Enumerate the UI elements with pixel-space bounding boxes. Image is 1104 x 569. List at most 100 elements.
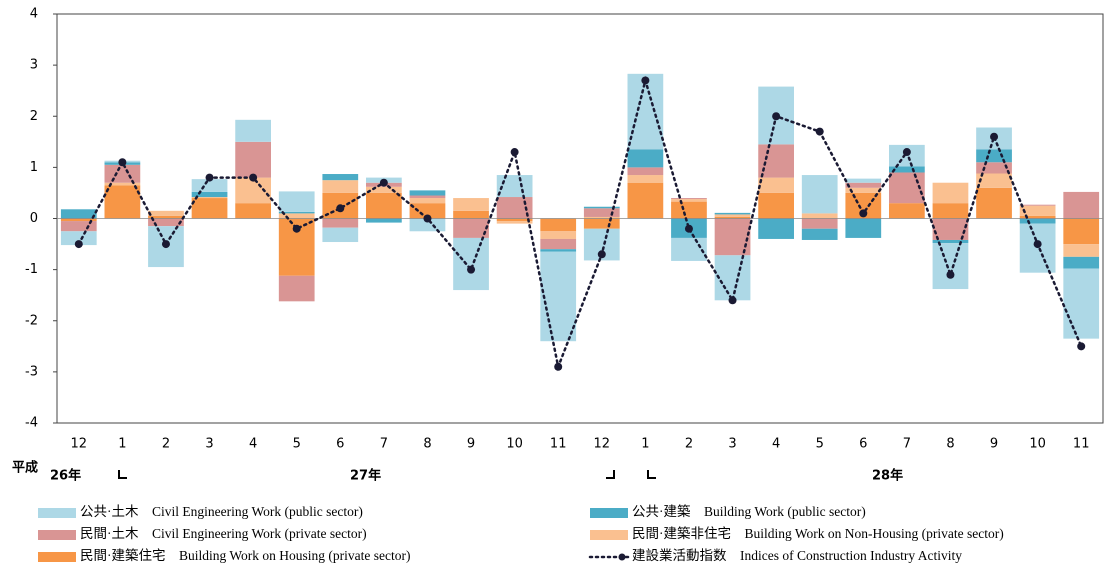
y-tick-label: 4	[30, 7, 38, 22]
x-tick-label: 2	[685, 437, 693, 452]
bar-segment	[191, 197, 228, 199]
bar-segment	[60, 218, 97, 222]
bar-segment	[235, 119, 271, 142]
x-tick-label: 2	[162, 437, 170, 452]
x-tick-label: 4	[772, 437, 780, 452]
year-label: 28年	[872, 468, 903, 484]
index-marker	[597, 250, 606, 259]
bar-segment	[932, 239, 969, 244]
bar-segment	[583, 218, 620, 229]
bar-segment	[714, 216, 751, 219]
index-line	[77, 75, 1083, 372]
bar-segment	[409, 198, 446, 204]
index-marker	[1077, 342, 1086, 351]
bar-segment	[627, 175, 664, 183]
y-tick-label: 0	[30, 211, 38, 226]
bar-segment	[932, 182, 969, 204]
index-marker	[728, 296, 737, 305]
bar-segment	[540, 231, 577, 239]
index-marker	[772, 112, 781, 121]
index-marker	[292, 224, 301, 233]
bar-segment	[60, 209, 97, 219]
legend-swatch	[590, 508, 628, 518]
legend-marker	[618, 553, 626, 561]
index-marker	[684, 224, 693, 233]
bar-segment	[322, 174, 359, 181]
x-tick-label: 6	[859, 437, 867, 452]
bar-segment	[758, 144, 794, 178]
bar-segment	[278, 191, 315, 212]
index-marker	[554, 362, 563, 371]
x-tick-label: 10	[506, 437, 523, 452]
bar-segment	[409, 190, 446, 196]
bar-segment	[1019, 218, 1056, 224]
era-label: 平成	[12, 460, 38, 476]
y-tick-label: -2	[25, 313, 38, 328]
bar-segment	[889, 166, 925, 173]
bar-segment	[758, 218, 794, 239]
bar-segment	[1019, 215, 1056, 219]
bar-segment	[322, 227, 359, 243]
legend-label: 民間·建築住宅 Building Work on Housing (privat…	[80, 548, 411, 563]
bar-segment	[1019, 205, 1056, 216]
bar-segment	[801, 218, 838, 229]
x-tick-label: 11	[550, 437, 567, 452]
bar-segment	[104, 182, 141, 186]
bar-segment	[104, 164, 141, 183]
bar-segment	[1063, 218, 1100, 245]
y-tick-label: -1	[25, 262, 38, 277]
index-marker	[74, 240, 83, 249]
bar-segment	[976, 187, 1012, 219]
bar-segment	[540, 218, 577, 232]
bar-segment	[409, 218, 446, 232]
legend-label: 建設業活動指数 Indices of Construction Industry…	[632, 548, 962, 563]
bar-segment	[60, 221, 97, 232]
bar-segment	[322, 180, 359, 193]
bar-segment	[1063, 268, 1100, 339]
index-marker	[990, 132, 999, 141]
index-marker	[1033, 240, 1042, 249]
x-tick-label: 8	[423, 437, 431, 452]
index-marker	[859, 209, 868, 218]
bar-segment	[627, 167, 664, 176]
bar-segment	[845, 187, 882, 193]
bar-segment	[496, 218, 533, 222]
bar-segment	[322, 218, 359, 228]
bar-segment	[845, 182, 882, 188]
bar-segment	[976, 173, 1012, 188]
bar-segment	[932, 218, 969, 240]
bar-segment	[148, 215, 184, 219]
y-tick-label: -3	[25, 364, 38, 379]
legend-swatch	[38, 552, 76, 562]
index-marker	[423, 214, 432, 223]
x-tick-label: 5	[816, 437, 824, 452]
bar-segment	[453, 237, 489, 291]
legend-label: 民間·土木 Civil Engineering Work (private se…	[80, 526, 367, 541]
y-tick-label: -4	[25, 416, 38, 431]
index-marker	[902, 148, 911, 157]
bar-segment	[627, 182, 664, 219]
bar-segment	[104, 185, 141, 219]
bar-segment	[627, 73, 664, 150]
bar-segment	[583, 216, 620, 219]
bar-segment	[366, 192, 402, 219]
index-marker	[161, 240, 170, 249]
bar-segment	[1019, 204, 1056, 206]
bar-segment	[1063, 191, 1100, 219]
bar-segment	[932, 203, 969, 219]
bar-segment	[932, 243, 969, 290]
x-tick-label: 4	[249, 437, 257, 452]
index-marker	[379, 178, 388, 187]
bar-segment	[976, 162, 1012, 174]
bar-segment	[976, 149, 1012, 163]
bar-segment	[801, 228, 838, 240]
x-tick-label: 3	[728, 437, 736, 452]
bar-segment	[278, 275, 315, 302]
bar-segment	[1063, 244, 1100, 257]
index-marker	[467, 265, 476, 274]
bar-segment	[60, 231, 97, 246]
bar-segment	[496, 197, 533, 219]
x-tick-label: 8	[946, 437, 954, 452]
x-tick-label: 3	[205, 437, 213, 452]
x-tick-label: 7	[903, 437, 911, 452]
